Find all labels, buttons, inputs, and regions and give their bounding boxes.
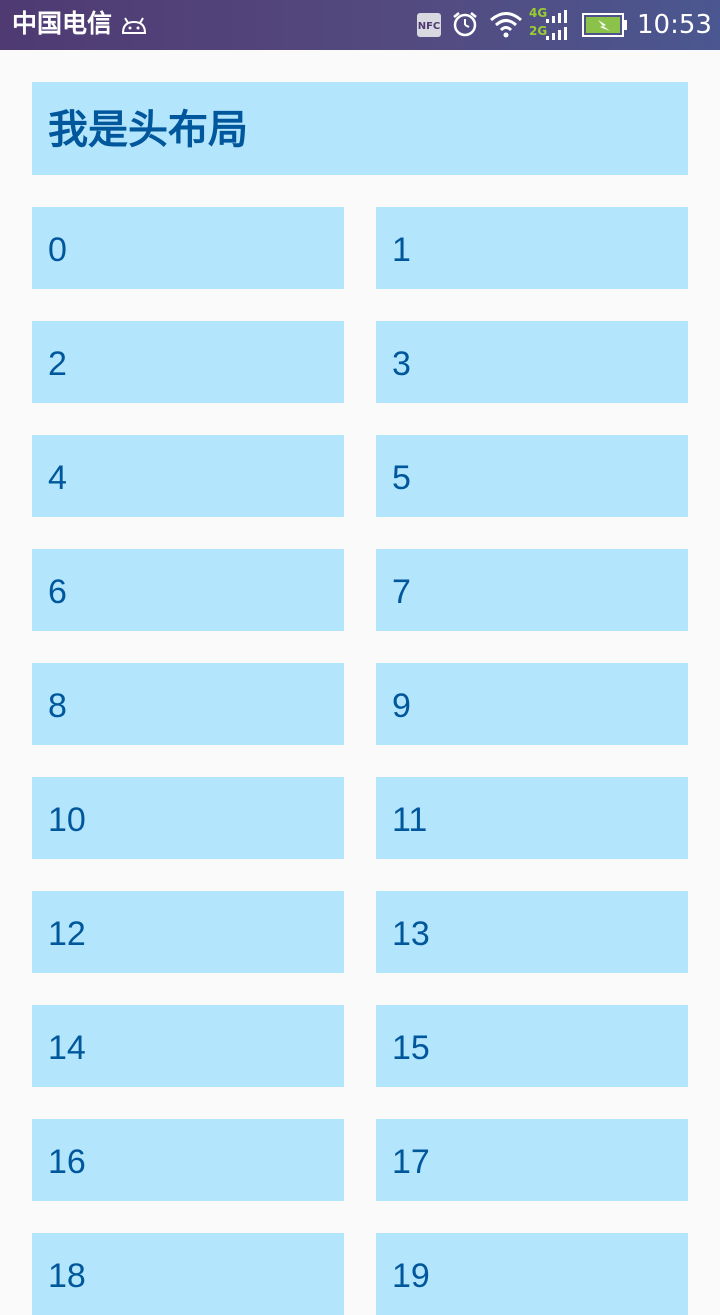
battery-charging-icon — [582, 13, 627, 37]
grid-item-label: 19 — [392, 1257, 430, 1295]
grid-item-label: 15 — [392, 1029, 430, 1067]
grid-item[interactable]: 7 — [376, 549, 688, 631]
wifi-icon — [490, 12, 522, 38]
grid-item-label: 8 — [48, 687, 67, 725]
grid-item-label: 0 — [48, 231, 67, 269]
grid-item[interactable]: 10 — [32, 777, 344, 859]
grid-item[interactable]: 1 — [376, 207, 688, 289]
grid-item[interactable]: 2 — [32, 321, 344, 403]
android-icon — [121, 17, 147, 34]
grid-item-label: 14 — [48, 1029, 86, 1067]
grid-item-label: 6 — [48, 573, 67, 611]
header-title: 我是头布局 — [48, 107, 248, 153]
grid-item[interactable]: 16 — [32, 1119, 344, 1201]
grid-item[interactable]: 13 — [376, 891, 688, 973]
grid-item[interactable]: 11 — [376, 777, 688, 859]
grid-item-label: 16 — [48, 1143, 86, 1181]
grid-item[interactable]: 8 — [32, 663, 344, 745]
signal-icon — [546, 10, 567, 40]
header-layout: 我是头布局 — [32, 82, 688, 175]
grid-item[interactable]: 12 — [32, 891, 344, 973]
grid-item-label: 11 — [392, 801, 428, 839]
grid-item-label: 1 — [392, 231, 411, 269]
network-2g-label: 2G — [529, 24, 548, 38]
grid-item-label: 13 — [392, 915, 430, 953]
svg-text:NFC: NFC — [418, 21, 441, 32]
grid-item-label: 3 — [392, 345, 411, 383]
status-bar: 中国电信 NFC 4G 2G — [0, 0, 720, 50]
grid-item[interactable]: 9 — [376, 663, 688, 745]
grid-item[interactable]: 5 — [376, 435, 688, 517]
grid-item-label: 10 — [48, 801, 86, 839]
network-4g-label: 4G — [529, 6, 548, 20]
grid-item[interactable]: 14 — [32, 1005, 344, 1087]
grid-item[interactable]: 0 — [32, 207, 344, 289]
grid-item[interactable]: 3 — [376, 321, 688, 403]
grid-item[interactable]: 17 — [376, 1119, 688, 1201]
grid-item[interactable]: 19 — [376, 1233, 688, 1315]
grid-item[interactable]: 15 — [376, 1005, 688, 1087]
grid-item-label: 2 — [48, 345, 67, 383]
status-clock: 10:53 — [637, 10, 712, 40]
carrier-name: 中国电信 — [12, 9, 113, 38]
grid-item-label: 18 — [48, 1257, 86, 1295]
grid-item-label: 17 — [392, 1143, 430, 1181]
grid-item[interactable]: 18 — [32, 1233, 344, 1315]
grid-item-label: 7 — [392, 573, 411, 611]
grid-item-label: 5 — [392, 459, 411, 497]
alarm-icon — [453, 12, 477, 37]
grid-item-label: 12 — [48, 915, 86, 953]
grid-item-label: 9 — [392, 687, 411, 725]
grid-item[interactable]: 6 — [32, 549, 344, 631]
nfc-icon: NFC — [417, 13, 441, 37]
grid-item-label: 4 — [48, 459, 67, 497]
grid-item[interactable]: 4 — [32, 435, 344, 517]
